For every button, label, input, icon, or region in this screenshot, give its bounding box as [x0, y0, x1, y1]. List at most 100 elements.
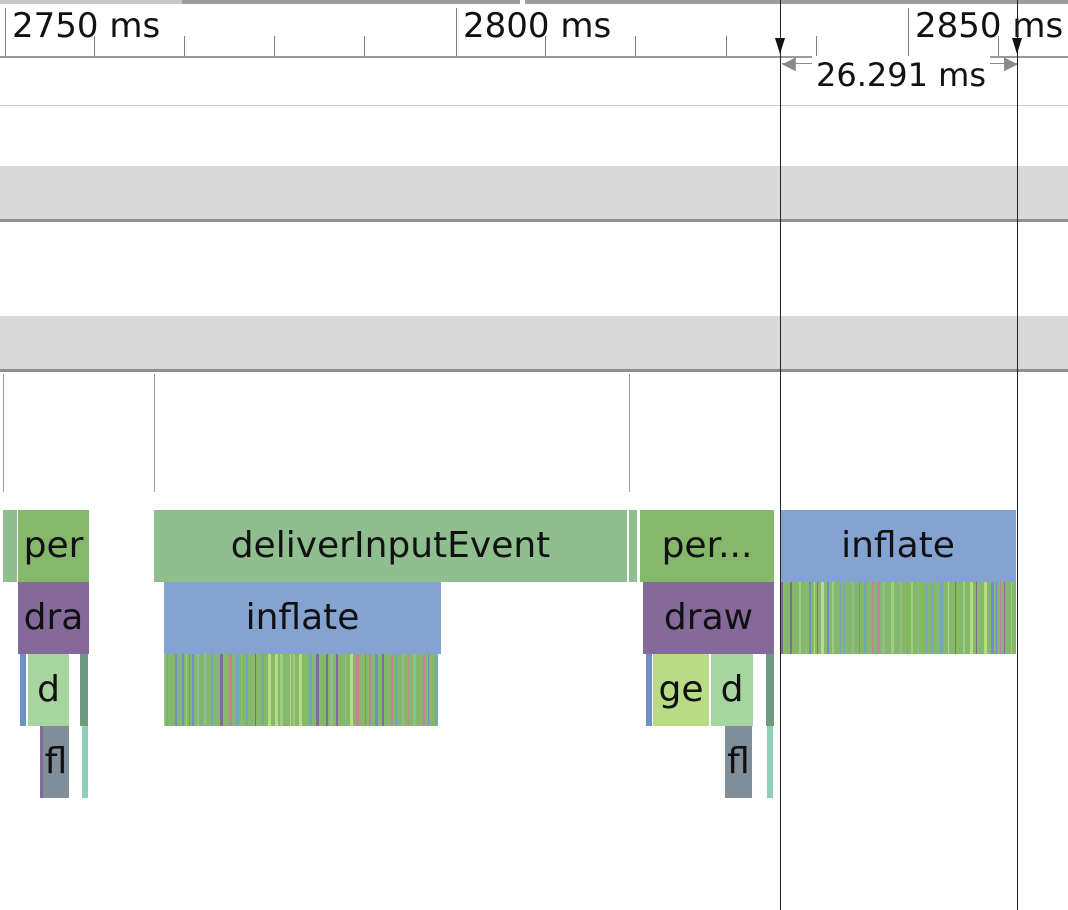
child-slice-stripe[interactable] [911, 582, 913, 654]
instant-event-marker[interactable] [3, 374, 4, 492]
track-group-header[interactable] [0, 166, 1068, 222]
child-slice-stripe[interactable] [970, 582, 973, 654]
slice-fragment[interactable] [767, 726, 773, 798]
child-slice-stripe[interactable] [864, 582, 866, 654]
child-slice-stripe[interactable] [844, 582, 845, 654]
child-slice-stripe[interactable] [241, 654, 242, 726]
slice-fragment[interactable] [82, 726, 88, 798]
child-slice-stripe[interactable] [996, 582, 997, 654]
child-slice-stripe[interactable] [940, 582, 943, 654]
child-slice-stripe[interactable] [330, 654, 333, 726]
selection-start-cursor[interactable] [780, 0, 781, 910]
slice-fragment[interactable] [80, 654, 88, 726]
child-slice-stripe[interactable] [402, 654, 404, 726]
child-slice-stripe[interactable] [809, 582, 811, 654]
measurement-band[interactable] [0, 58, 1068, 106]
slice-d[interactable]: d [28, 654, 69, 726]
child-slice-stripe[interactable] [435, 654, 437, 726]
child-slice-stripe[interactable] [963, 582, 965, 654]
child-slice-stripe[interactable] [167, 654, 168, 726]
child-slice-stripe[interactable] [882, 582, 885, 654]
child-slice-stripe[interactable] [350, 654, 353, 726]
child-slice-stripe[interactable] [345, 654, 346, 726]
ruler-scrollbar-thumb-right[interactable] [525, 0, 1068, 4]
child-slice-stripe[interactable] [413, 654, 416, 726]
child-slice-stripe[interactable] [423, 654, 425, 726]
slice-draw[interactable]: draw [643, 582, 774, 654]
child-slice-stripe[interactable] [852, 582, 854, 654]
child-slice-stripe[interactable] [293, 654, 295, 726]
slice-fragment[interactable] [646, 654, 652, 726]
child-slice-stripe[interactable] [316, 654, 319, 726]
slice-fragment[interactable] [20, 654, 26, 726]
slice-fragment[interactable] [40, 726, 43, 798]
child-slice-stripe[interactable] [236, 654, 239, 726]
slice-fl[interactable]: fl [725, 726, 752, 798]
child-slice-stripe[interactable] [280, 654, 283, 726]
child-slice-stripe[interactable] [918, 582, 919, 654]
selection-start-marker-icon[interactable] [775, 38, 785, 54]
child-slice-stripe[interactable] [408, 654, 409, 726]
child-slice-stripe[interactable] [299, 654, 302, 726]
child-slice-stripe[interactable] [955, 582, 956, 654]
child-slice-stripe[interactable] [926, 582, 927, 654]
child-slice-stripe[interactable] [991, 582, 994, 654]
child-slice-stripe[interactable] [806, 582, 807, 654]
child-slice-stripe[interactable] [309, 654, 312, 726]
child-slice-stripe[interactable] [229, 654, 232, 726]
track-group-header[interactable] [0, 316, 1068, 372]
slice-fragment[interactable] [3, 510, 17, 582]
child-slice-stripe[interactable] [799, 582, 801, 654]
child-slice-stripe[interactable] [1011, 582, 1012, 654]
child-slice-stripe[interactable] [832, 582, 834, 654]
child-slice-stripe[interactable] [932, 582, 933, 654]
child-slice-stripe[interactable] [1004, 582, 1005, 654]
selection-end-marker-icon[interactable] [1012, 38, 1022, 54]
instant-event-marker[interactable] [154, 374, 155, 492]
child-slice-stripe[interactable] [164, 654, 165, 726]
child-slice-stripe[interactable] [840, 582, 841, 654]
child-slice-stripe[interactable] [984, 582, 987, 654]
child-slice-stripe[interactable] [268, 654, 271, 726]
child-slice-stripe[interactable] [197, 654, 199, 726]
child-slice-stripe[interactable] [201, 654, 202, 726]
slice-per[interactable]: per [18, 510, 89, 582]
child-slice-stripe[interactable] [336, 654, 338, 726]
child-slice-stripe[interactable] [790, 582, 792, 654]
child-slice-stripe[interactable] [382, 654, 384, 726]
slice-fl[interactable]: fl [43, 726, 69, 798]
child-slice-stripe[interactable] [175, 654, 177, 726]
child-slice-stripe[interactable] [255, 654, 256, 726]
child-slice-stripe[interactable] [375, 654, 378, 726]
ruler-scrollbar-thumb[interactable] [182, 0, 520, 4]
time-ruler[interactable] [0, 0, 1068, 58]
child-slice-stripe[interactable] [326, 654, 328, 726]
slice-fragment[interactable] [766, 654, 774, 726]
child-slice-stripe[interactable] [428, 654, 429, 726]
child-slice-stripe[interactable] [246, 654, 248, 726]
child-slice-stripe[interactable] [204, 654, 206, 726]
slice-draw[interactable]: dra [18, 582, 89, 654]
child-slice-stripe[interactable] [186, 654, 187, 726]
slice-per-truncated[interactable]: per... [640, 510, 774, 582]
child-slice-stripe[interactable] [907, 582, 908, 654]
child-slice-stripe[interactable] [211, 654, 213, 726]
slice-ge[interactable]: ge [653, 654, 709, 726]
inflate-children-stripes[interactable] [164, 654, 438, 726]
instant-event-marker[interactable] [629, 374, 630, 492]
child-slice-stripe[interactable] [290, 654, 291, 726]
child-slice-stripe[interactable] [220, 654, 223, 726]
child-slice-stripe[interactable] [872, 582, 874, 654]
child-slice-stripe[interactable] [275, 654, 278, 726]
child-slice-stripe[interactable] [827, 582, 829, 654]
child-slice-stripe[interactable] [369, 654, 371, 726]
child-slice-stripe[interactable] [859, 582, 860, 654]
slice-inflate[interactable]: inflate [164, 582, 441, 654]
child-slice-stripe[interactable] [395, 654, 398, 726]
selection-end-cursor[interactable] [1017, 0, 1018, 910]
inflate-children-stripes[interactable] [780, 582, 1016, 654]
child-slice-stripe[interactable] [877, 582, 880, 654]
child-slice-stripe[interactable] [391, 654, 393, 726]
slice-d[interactable]: d [711, 654, 753, 726]
child-slice-stripe[interactable] [262, 654, 264, 726]
